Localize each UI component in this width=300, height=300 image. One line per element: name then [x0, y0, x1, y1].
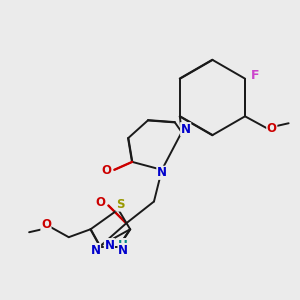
Text: F: F	[251, 69, 259, 82]
Text: O: O	[95, 196, 106, 209]
Text: N: N	[181, 123, 191, 136]
Text: O: O	[41, 218, 51, 231]
Text: S: S	[116, 198, 124, 211]
Text: N: N	[118, 244, 128, 256]
Text: N: N	[157, 166, 167, 179]
Text: O: O	[267, 122, 277, 135]
Text: N: N	[104, 238, 114, 252]
Text: H: H	[118, 238, 128, 252]
Text: N: N	[91, 244, 100, 256]
Text: O: O	[101, 164, 111, 177]
